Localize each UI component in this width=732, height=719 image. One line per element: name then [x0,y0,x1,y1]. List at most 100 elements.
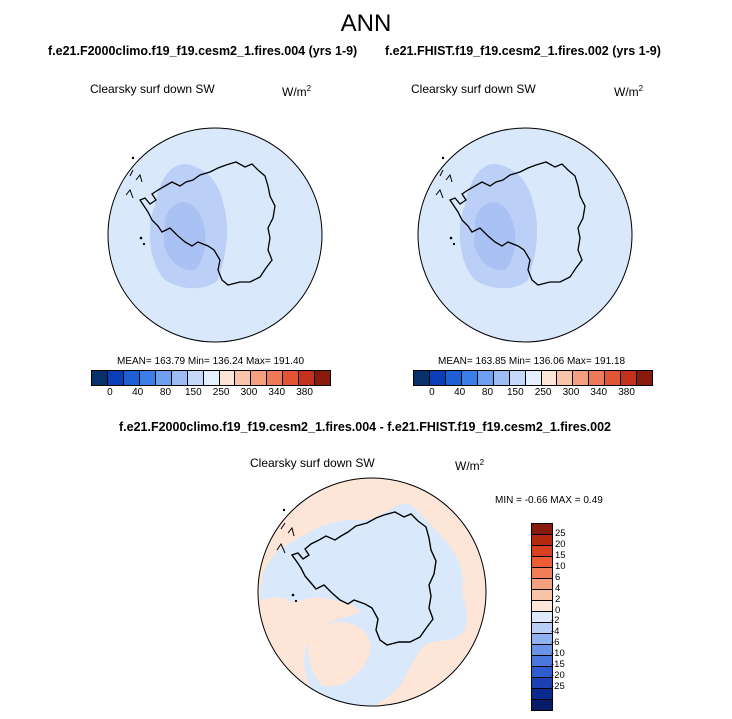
diff-units-label: W/m2 [455,458,485,473]
colorbar-tick-label: 150 [506,387,524,398]
colorbar-swatch [532,545,552,556]
colorbar-tick-label: 80 [159,387,172,398]
right-colorbar [413,370,653,386]
colorbar-tick-label: 15 [555,549,566,561]
colorbar-swatch [122,371,139,385]
right-colorbar-labels: 0 40 80 150 250 300 340 380 [413,387,653,401]
colorbar-swatch [588,371,605,385]
colorbar-swatch [532,666,552,677]
map-boundary [257,477,487,707]
right-case-title: f.e21.FHIST.f19_f19.cesm2_1.fires.002 (y… [385,44,661,58]
colorbar-swatch [532,589,552,600]
right-units-label: W/m2 [614,84,644,99]
diff-stats: MIN = -0.66 MAX = 0.49 [495,495,603,506]
colorbar-tick-label: -2 [551,615,560,627]
diff-case-title: f.e21.F2000climo.f19_f19.cesm2_1.fires.0… [119,420,611,434]
colorbar-tick-label: 380 [296,387,313,398]
left-polar-map [107,127,323,343]
colorbar-swatch [266,371,283,385]
left-colorbar [91,370,331,386]
left-colorbar-labels: 0 40 80 150 250 300 340 380 [91,387,331,401]
colorbar-swatch [532,600,552,611]
colorbar-tick-label: -15 [551,659,565,671]
colorbar-tick-label: -25 [551,681,565,693]
colorbar-tick-label: -4 [551,626,560,638]
colorbar-swatch [476,371,493,385]
colorbar-tick-label: -10 [551,648,565,660]
colorbar-swatch [106,371,123,385]
colorbar-swatch [524,371,541,385]
colorbar-swatch [572,371,589,385]
colorbar-swatch [508,371,525,385]
colorbar-swatch [282,371,299,385]
colorbar-tick-label: 40 [132,387,144,398]
colorbar-swatch [532,677,552,688]
colorbar-tick-label: 300 [240,387,258,398]
colorbar-swatch [532,524,552,534]
colorbar-swatch [620,371,637,385]
left-stats: MEAN= 163.79 Min= 136.24 Max= 191.40 [117,356,305,367]
colorbar-swatch [234,371,251,385]
colorbar-tick-label: 250 [534,387,552,398]
colorbar-tick-label: 10 [555,560,566,572]
right-stats: MEAN= 163.85 Min= 136.06 Max= 191.18 [438,356,626,367]
peninsula-islands [125,169,143,199]
colorbar-swatch [202,371,219,385]
colorbar-swatch [532,622,552,633]
colorbar-tick-label: 340 [268,387,286,398]
colorbar-swatch [636,371,653,385]
colorbar-swatch [460,371,477,385]
colorbar-tick-label: 6 [555,571,561,583]
colorbar-swatch [604,371,621,385]
colorbar-swatch [532,556,552,567]
antarctica-coastline [139,161,276,286]
colorbar-swatch [154,371,171,385]
figure-title: ANN [340,10,392,37]
colorbar-swatch [532,578,552,589]
colorbar-swatch [314,371,331,385]
diff-colorbar-labels: 25 20 15 10 6 4 2 0 -2 -4 -6 -10 -15 -20 -25 [551,523,595,709]
peninsula-islands [276,522,295,554]
colorbar-swatch [218,371,235,385]
colorbar-swatch [492,371,509,385]
colorbar-tick-label: 0 [555,604,561,616]
colorbar-swatch [540,371,557,385]
positive-diff-patch [308,621,371,687]
colorbar-swatch [532,688,552,699]
antarctica-coastline [290,511,437,646]
antarctica-coastline [449,161,586,286]
colorbar-tick-label: 250 [212,387,230,398]
diff-variable-label: Clearsky surf down SW [250,456,375,470]
colorbar-swatch [92,371,107,385]
colorbar-tick-label: 25 [555,527,566,539]
colorbar-tick-label: 340 [590,387,608,398]
peninsula-islands [435,169,453,199]
colorbar-swatch [532,699,552,710]
left-units-label: W/m2 [282,84,312,99]
lowest-sw-region [164,202,206,271]
colorbar-tick-label: 0 [429,387,435,398]
colorbar-tick-label: -6 [551,637,560,649]
right-polar-map [417,127,633,343]
colorbar-swatch [532,567,552,578]
colorbar-swatch [444,371,461,385]
colorbar-tick-label: -20 [551,670,565,682]
colorbar-tick-label: 2 [555,593,561,605]
colorbar-tick-label: 150 [184,387,202,398]
right-variable-label: Clearsky surf down SW [411,82,536,96]
colorbar-tick-label: 300 [562,387,580,398]
lowest-sw-region [474,202,516,271]
diff-polar-map [257,477,487,707]
diff-colorbar [531,523,553,711]
colorbar-tick-label: 40 [454,387,466,398]
colorbar-swatch [298,371,315,385]
colorbar-swatch [170,371,187,385]
colorbar-tick-label: 20 [555,538,566,550]
colorbar-swatch [532,644,552,655]
colorbar-swatch [532,655,552,666]
colorbar-swatch [250,371,267,385]
colorbar-swatch [532,633,552,644]
map-boundary [417,127,633,343]
colorbar-swatch [428,371,445,385]
colorbar-swatch [186,371,203,385]
